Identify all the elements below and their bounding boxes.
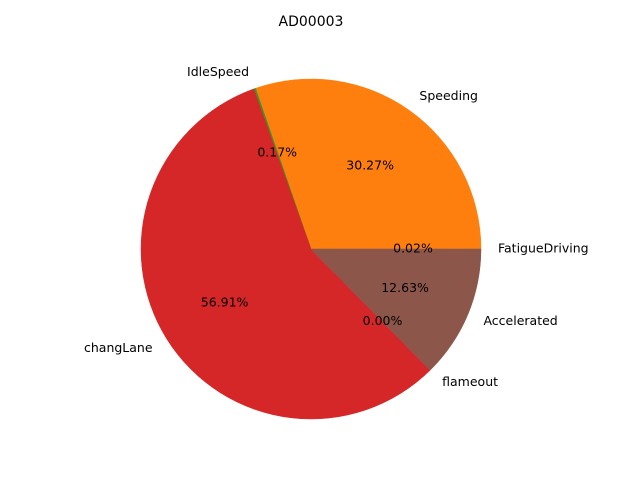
slice-percent-idlespeed: 0.17% bbox=[257, 144, 297, 159]
slice-percent-fatiguedriving: 0.02% bbox=[393, 240, 433, 255]
slice-label-flameout: flameout bbox=[442, 374, 498, 389]
slice-percent-accelerated: 12.63% bbox=[381, 280, 429, 295]
slice-label-accelerated: Accelerated bbox=[483, 313, 557, 328]
slice-percent-changlane: 56.91% bbox=[201, 295, 249, 310]
slice-percent-flameout: 0.00% bbox=[363, 313, 403, 328]
slice-label-idlespeed: IdleSpeed bbox=[187, 64, 249, 79]
slice-label-speeding: Speeding bbox=[419, 88, 478, 103]
slice-percent-speeding: 30.27% bbox=[346, 157, 394, 172]
pie-slice-speeding bbox=[255, 78, 482, 250]
pie-slice-changlane bbox=[140, 88, 431, 420]
pie-slice-accelerated bbox=[310, 248, 482, 371]
slice-label-fatiguedriving: FatigueDriving bbox=[498, 240, 589, 255]
chart-title: AD00003 bbox=[279, 14, 344, 30]
pie-slices bbox=[140, 78, 482, 420]
slice-label-changlane: changLane bbox=[84, 340, 153, 355]
pie-labels: FatigueDriving 0.02% Speeding 30.27% IdleSpe… bbox=[84, 64, 589, 389]
